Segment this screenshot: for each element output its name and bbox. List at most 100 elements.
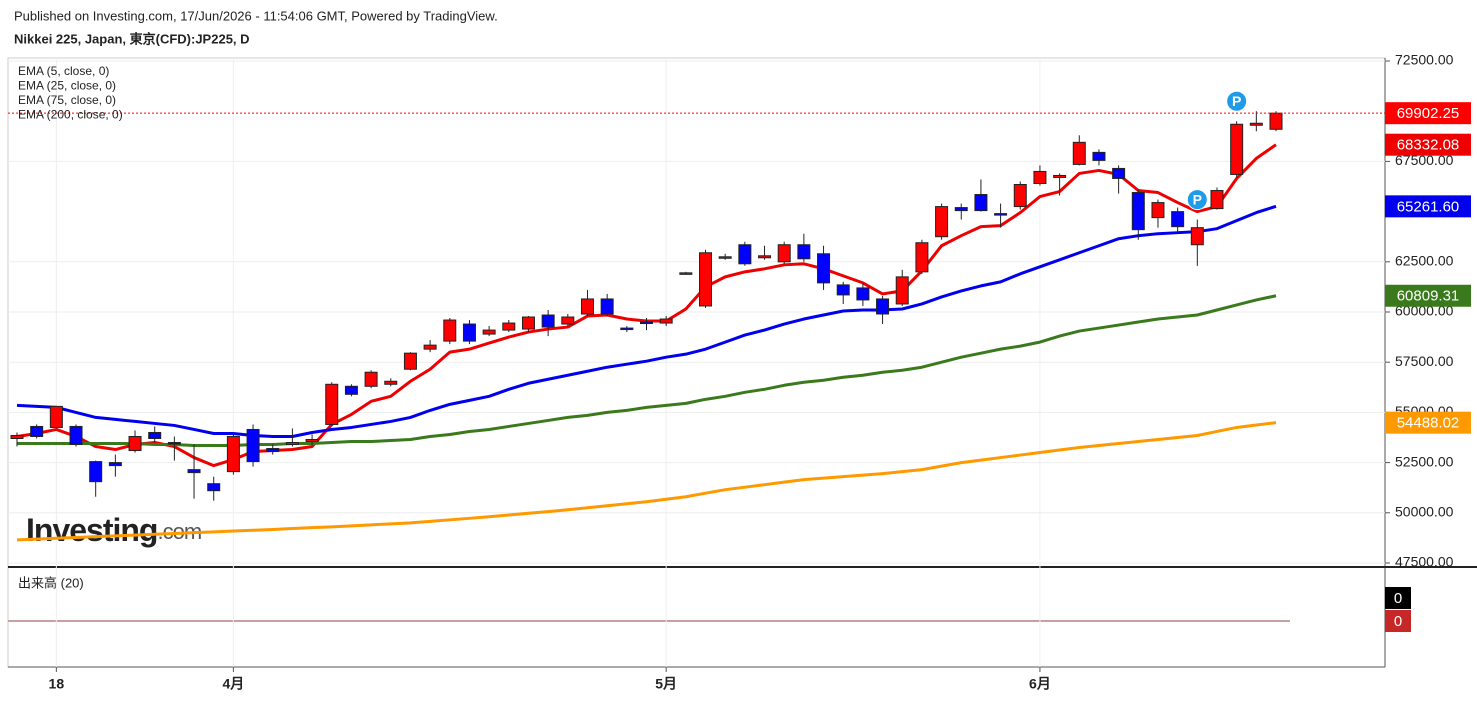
volume-label: 0 <box>1394 613 1402 630</box>
candle-body <box>89 461 103 483</box>
candle-body <box>1072 141 1086 165</box>
candle-body <box>1092 151 1106 161</box>
candle-body <box>580 298 594 315</box>
candle-body <box>1190 227 1204 246</box>
volume-label-box <box>1385 587 1411 609</box>
candle-body <box>128 435 142 452</box>
candle-body <box>502 322 516 331</box>
candle-body <box>659 318 673 324</box>
legend-entry: EMA (200, close, 0) <box>18 108 123 122</box>
legend-entry: EMA (5, close, 0) <box>18 64 109 78</box>
candle-body <box>600 298 614 315</box>
candle-body <box>1269 112 1283 130</box>
x-tick-label: 18 <box>49 676 65 692</box>
candle-body <box>1151 202 1165 219</box>
candle-body <box>640 321 653 325</box>
ema-line <box>16 143 1277 468</box>
candle-body <box>305 438 319 443</box>
marker-label: P <box>1193 191 1202 207</box>
candle-body <box>699 252 713 307</box>
candle-body <box>462 323 476 342</box>
candle-body <box>148 431 162 439</box>
candle-body <box>49 405 63 428</box>
candle-body <box>561 316 575 325</box>
candle-body <box>443 319 457 342</box>
candle-body <box>246 428 260 463</box>
candle-body <box>994 213 1008 216</box>
candle-body <box>876 298 890 315</box>
candle-body <box>521 316 535 330</box>
candle-body <box>30 425 44 437</box>
y-tick-label: 62500.00 <box>1395 253 1454 269</box>
marker <box>1186 189 1208 211</box>
candle-body <box>915 242 929 273</box>
candle-body <box>679 272 693 275</box>
candle-body <box>325 383 339 425</box>
candle-body <box>403 352 417 370</box>
logo: Investing.com <box>26 512 201 548</box>
candle-body <box>620 327 634 331</box>
candle-body <box>954 207 968 212</box>
y-tick-label: 72500.00 <box>1395 52 1454 68</box>
candle-body <box>187 469 201 474</box>
ema-price-label: 65261.60 <box>1397 198 1460 215</box>
candle-body <box>895 276 909 305</box>
candle-body <box>285 442 299 446</box>
volume-label-box <box>1385 610 1411 632</box>
candle-body <box>69 425 83 446</box>
ema-price-label: 68332.08 <box>1397 137 1460 154</box>
x-tick-label: 5月 <box>655 676 677 692</box>
candle-body <box>266 448 280 453</box>
x-tick-label: 4月 <box>222 676 244 692</box>
last-price-label-box <box>1385 102 1471 125</box>
x-tick-label: 6月 <box>1029 676 1051 692</box>
ema-price-label: 60809.31 <box>1397 288 1460 305</box>
y-tick-label: 57500.00 <box>1395 353 1454 369</box>
candle-body <box>167 442 181 445</box>
legend-entry: EMA (25, close, 0) <box>18 79 116 93</box>
ema-price-label-box <box>1385 133 1471 156</box>
candle-body <box>1033 170 1047 184</box>
candle-body <box>364 371 378 387</box>
candle-body <box>718 256 732 259</box>
candle-body <box>935 206 949 238</box>
candle-body <box>423 344 437 350</box>
candle-body <box>1112 167 1126 179</box>
candle-body <box>541 314 555 328</box>
ema-line <box>17 294 1277 448</box>
candle-body <box>758 255 772 259</box>
ema-line <box>16 421 1277 542</box>
candle-body <box>1249 122 1263 126</box>
logo-name: Investing <box>26 512 157 548</box>
candle-body <box>1210 190 1224 210</box>
candle-body <box>797 244 811 260</box>
volume-label: 0 <box>1394 590 1402 607</box>
candle-body <box>777 244 791 263</box>
ema-price-label: 54488.02 <box>1397 415 1460 432</box>
candle-body <box>1230 123 1244 175</box>
candle-body <box>1013 183 1027 208</box>
candle-body <box>344 385 358 395</box>
marker <box>1226 90 1248 112</box>
y-tick-label: 50000.00 <box>1395 503 1454 519</box>
candle-body <box>482 329 496 335</box>
ema-price-label-box <box>1385 284 1471 307</box>
marker-label: P <box>1232 93 1241 109</box>
y-tick-label: 67500.00 <box>1395 152 1454 168</box>
candle-body <box>108 462 122 467</box>
candle-body <box>1171 211 1185 228</box>
candle-body <box>384 380 398 385</box>
candle-body <box>1053 174 1067 178</box>
last-price-label: 69902.25 <box>1397 105 1460 122</box>
volume-title: 出来高 (20) <box>18 575 84 590</box>
ema-price-label-box <box>1385 411 1471 434</box>
candle-body <box>817 253 831 284</box>
candle-body <box>226 435 240 473</box>
candle-body <box>738 244 752 265</box>
candle-body <box>207 483 221 492</box>
candle-body <box>1131 192 1145 231</box>
candle-body <box>974 194 988 212</box>
candle-body <box>10 434 24 439</box>
legend-entry: EMA (75, close, 0) <box>18 93 116 107</box>
